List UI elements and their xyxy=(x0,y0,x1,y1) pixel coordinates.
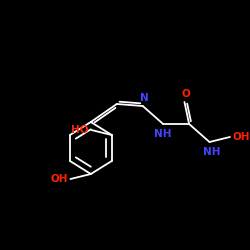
Text: N: N xyxy=(140,93,149,103)
Text: OH: OH xyxy=(50,174,68,184)
Text: HO: HO xyxy=(71,125,88,135)
Text: O: O xyxy=(182,89,191,99)
Text: NH: NH xyxy=(202,147,220,157)
Text: NH: NH xyxy=(154,129,172,139)
Text: OH: OH xyxy=(233,132,250,142)
